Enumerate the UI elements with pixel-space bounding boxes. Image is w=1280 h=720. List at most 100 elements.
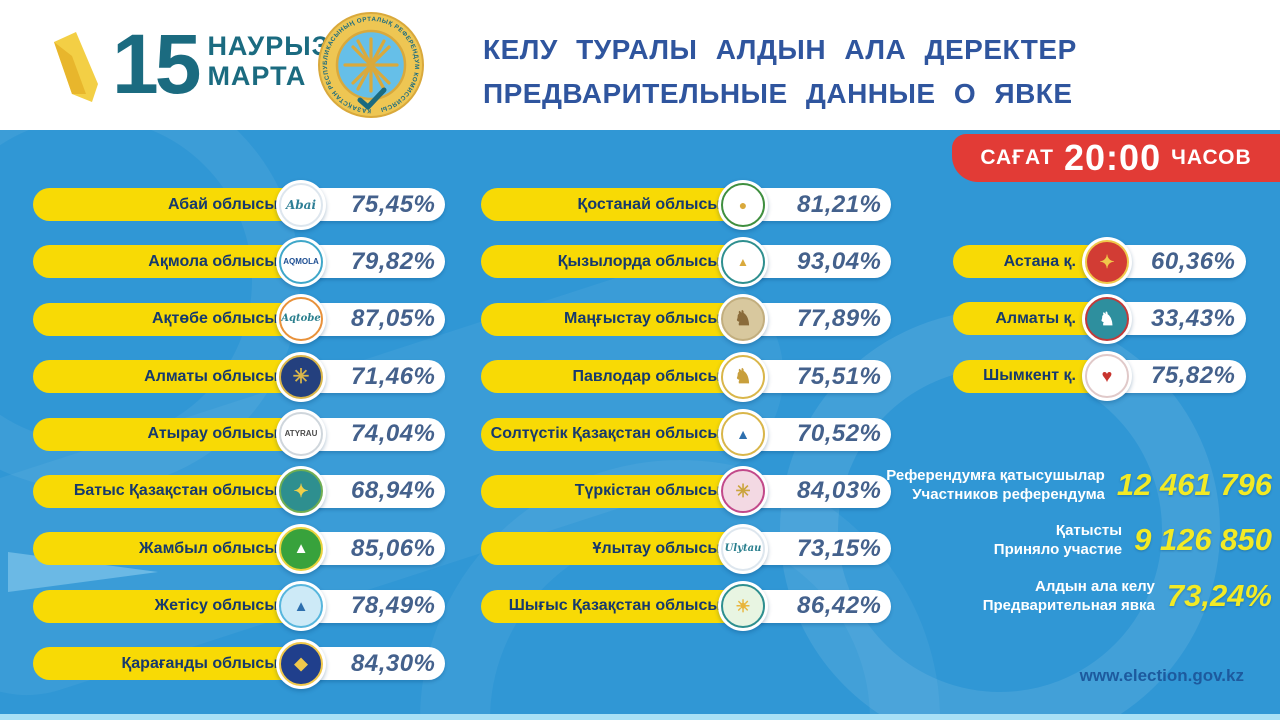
stat-label-russian: Приняло участие bbox=[993, 541, 1123, 558]
astana-city-emblem: ✦ bbox=[1082, 236, 1132, 287]
mangystau-region-emblem: ♞ bbox=[718, 294, 768, 345]
date-logo: 15 НАУРЫЗ МАРТА bbox=[52, 22, 330, 106]
region-name-label: Шығыс Қазақстан облысы bbox=[508, 597, 721, 615]
atyrau-region-emblem: ATYRAU bbox=[276, 409, 326, 460]
region-row: Қостанай облысы 81,21% ● bbox=[481, 179, 891, 230]
region-name-label: Абай облысы bbox=[167, 195, 278, 213]
stat-labels: Қатысты Приняло участие bbox=[880, 521, 1122, 559]
turnout-value: 33,43% bbox=[1151, 304, 1236, 332]
north-kazakhstan-region-emblem: ▲ bbox=[718, 409, 768, 460]
title-line-kazakh: КЕЛУ ТУРАЛЫ АЛДЫН АЛА ДЕРЕКТЕР bbox=[483, 34, 1077, 65]
region-row: Маңғыстау облысы 77,89% ♞ bbox=[481, 294, 891, 345]
region-row: Жамбыл облысы 85,06% ▲ bbox=[33, 523, 445, 574]
region-name-label: Павлодар облысы bbox=[572, 367, 721, 385]
kostanay-region-emblem: ● bbox=[718, 179, 768, 230]
region-row: Түркістан облысы 84,03% ✳ bbox=[481, 466, 891, 517]
logo-month-labels: НАУРЫЗ МАРТА bbox=[207, 31, 329, 97]
region-name-label: Ақтөбе облысы bbox=[151, 310, 278, 328]
region-name-label: Атырау облысы bbox=[147, 425, 278, 443]
region-name-label: Ақмола облысы bbox=[148, 252, 278, 270]
region-row: Алматы облысы 71,46% ✳ bbox=[33, 351, 445, 402]
header: 15 НАУРЫЗ МАРТА ҚАЗАҚСТАН РЕСПУБЛИКАСЫНЫ… bbox=[0, 0, 1280, 130]
time-badge-suffix: ЧАСОВ bbox=[1171, 146, 1252, 169]
shymkent-city-emblem: ♥ bbox=[1082, 351, 1132, 402]
regions-column-middle: Қостанай облысы 81,21% ● Қызылорда облыс… bbox=[481, 179, 891, 632]
website-link[interactable]: www.election.gov.kz bbox=[1079, 666, 1244, 685]
region-name-label: Маңғыстау облысы bbox=[563, 310, 721, 328]
region-row: Ақтөбе облысы 87,05% Aqtobe bbox=[33, 294, 445, 345]
east-kazakhstan-region-emblem: ☀ bbox=[718, 581, 768, 632]
turnout-value: 75,82% bbox=[1151, 362, 1236, 390]
region-row: Ұлытау облысы 73,15% Ulytau bbox=[481, 523, 891, 574]
ulytau-region-emblem: Ulytau bbox=[718, 523, 768, 574]
stat-label-kazakh: Алдын ала келу bbox=[1035, 578, 1155, 595]
stat-labels: Референдумға қатысушылар Участников рефе… bbox=[880, 466, 1105, 504]
region-row: Жетісу облысы 78,49% ▲ bbox=[33, 581, 445, 632]
turnout-value: 68,94% bbox=[351, 477, 436, 505]
pavlodar-region-emblem: ♞ bbox=[718, 351, 768, 402]
cities-column: Астана қ. 60,36% ✦ Алматы қ. 33,43% ♞ Шы… bbox=[953, 236, 1246, 402]
karaganda-region-emblem: ◆ bbox=[276, 638, 326, 689]
region-name-label: Қарағанды облысы bbox=[121, 654, 278, 672]
stat-label-kazakh: Қатысты bbox=[1055, 522, 1123, 539]
region-row: Алматы қ. 33,43% ♞ bbox=[953, 293, 1246, 344]
page-title: КЕЛУ ТУРАЛЫ АЛДЫН АЛА ДЕРЕКТЕР ПРЕДВАРИТ… bbox=[483, 28, 1243, 116]
title-line-russian: ПРЕДВАРИТЕЛЬНЫЕ ДАННЫЕ О ЯВКЕ bbox=[483, 78, 1073, 109]
region-name-label: Қызылорда облысы bbox=[557, 252, 721, 270]
region-name-label: Түркістан облысы bbox=[574, 482, 721, 500]
region-name-label: Астана қ. bbox=[1003, 252, 1076, 270]
region-name-label: Батыс Қазақстан облысы bbox=[73, 482, 278, 500]
logo-month-kk: НАУРЫЗ bbox=[207, 31, 330, 61]
bottom-accent-strip bbox=[0, 714, 1280, 720]
region-row: Қарағанды облысы 84,30% ◆ bbox=[33, 638, 445, 689]
turnout-value: 87,05% bbox=[351, 305, 436, 333]
aqtobe-region-emblem: Aqtobe bbox=[276, 294, 326, 345]
stat-value: 73,24% bbox=[1166, 578, 1272, 613]
stat-value: 9 126 850 bbox=[1134, 522, 1272, 557]
kyzylorda-region-emblem: ▲ bbox=[718, 236, 768, 287]
region-name-label: Шымкент қ. bbox=[983, 367, 1076, 385]
region-name-label: Қостанай облысы bbox=[577, 195, 721, 213]
region-name-label: Ұлытау облысы bbox=[592, 539, 721, 557]
turnout-value: 84,30% bbox=[351, 649, 436, 677]
stat-labels: Алдын ала келу Предварительная явка bbox=[880, 577, 1155, 615]
region-name-label: Жамбыл облысы bbox=[139, 539, 278, 557]
almaty-city-emblem: ♞ bbox=[1082, 293, 1132, 344]
region-name-label: Солтүстік Қазақстан облысы bbox=[490, 425, 721, 443]
region-name-label: Алматы қ. bbox=[995, 309, 1076, 327]
region-row: Павлодар облысы 75,51% ♞ bbox=[481, 351, 891, 402]
turnout-value: 77,89% bbox=[797, 305, 882, 333]
region-row: Атырау облысы 74,04% ATYRAU bbox=[33, 409, 445, 460]
region-row: Солтүстік Қазақстан облысы 70,52% ▲ bbox=[481, 409, 891, 460]
stat-value: 12 461 796 bbox=[1116, 467, 1272, 502]
abai-region-emblem: Abai bbox=[276, 179, 326, 230]
turnout-value: 60,36% bbox=[1151, 247, 1236, 275]
region-row: Абай облысы 75,45% Abai bbox=[33, 179, 445, 230]
turnout-value-pill: 70,52% bbox=[731, 417, 891, 451]
stat-label-russian: Предварительная явка bbox=[982, 597, 1155, 614]
region-row: Батыс Қазақстан облысы 68,94% ✦ bbox=[33, 466, 445, 517]
turnout-value: 71,46% bbox=[351, 362, 436, 390]
logo-month-ru: МАРТА bbox=[207, 61, 307, 91]
stat-label-russian: Участников референдума bbox=[912, 486, 1105, 503]
turnout-value: 78,49% bbox=[351, 592, 436, 620]
stat-row: Қатысты Приняло участие 9 126 850 bbox=[880, 521, 1272, 559]
turnout-value: 75,51% bbox=[797, 362, 882, 390]
region-name-label: Алматы облысы bbox=[144, 367, 278, 385]
checkmark-icon bbox=[54, 32, 98, 102]
almaty-region-emblem: ✳ bbox=[276, 351, 326, 402]
region-row: Шығыс Қазақстан облысы 86,42% ☀ bbox=[481, 581, 891, 632]
zhetisu-region-emblem: ▲ bbox=[276, 581, 326, 632]
turnout-value: 85,06% bbox=[351, 534, 436, 562]
stat-row: Алдын ала келу Предварительная явка 73,2… bbox=[880, 577, 1272, 615]
logo-day-number: 15 bbox=[112, 17, 201, 111]
turnout-value: 84,03% bbox=[797, 477, 882, 505]
central-referendum-commission-seal-icon: ҚАЗАҚСТАН РЕСПУБЛИКАСЫНЫҢ ОРТАЛЫҚ РЕФЕРЕ… bbox=[318, 12, 424, 118]
turkistan-region-emblem: ✳ bbox=[718, 466, 768, 517]
aqmola-region-emblem: AQMOLA bbox=[276, 236, 326, 287]
region-row: Шымкент қ. 75,82% ♥ bbox=[953, 351, 1246, 402]
stat-row: Референдумға қатысушылар Участников рефе… bbox=[880, 466, 1272, 504]
time-badge-prefix: САҒАТ bbox=[980, 146, 1055, 169]
turnout-value: 81,21% bbox=[797, 190, 882, 218]
